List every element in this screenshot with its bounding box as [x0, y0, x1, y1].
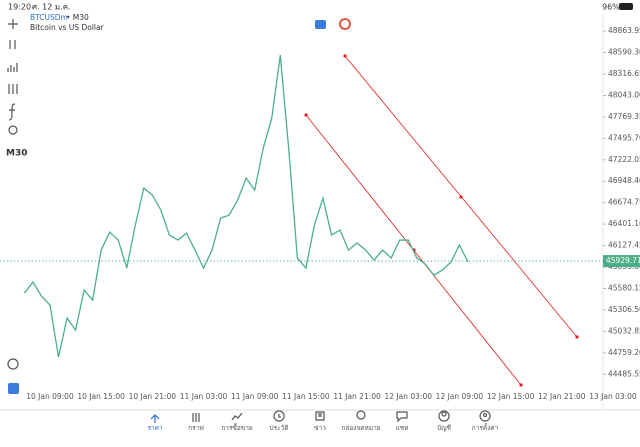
y-tick-label: 46948.40 [608, 176, 640, 185]
tab-icon [273, 410, 285, 422]
left-toolbar [7, 19, 19, 370]
y-tick-label: 44485.55 [608, 369, 640, 378]
trend-handle[interactable] [459, 195, 463, 199]
tab[interactable]: การตั้งค่า [472, 410, 499, 432]
y-tick-label: 48043.00 [608, 90, 640, 99]
x-tick-label: 12 Jan 15:00 [487, 392, 535, 401]
y-tick-label: 48590.30 [608, 48, 640, 57]
alerts-tool[interactable] [7, 358, 19, 370]
x-tick-label: 13 Jan 03:00 [589, 392, 637, 401]
tab[interactable]: กล่องจดหมาย [341, 410, 381, 432]
status-time: 19:20 [8, 3, 31, 12]
tab-icon [438, 410, 450, 422]
tab-icon [192, 413, 200, 422]
tab[interactable]: บัญชี [437, 410, 452, 432]
toolbar-timeframe[interactable]: M30 [6, 149, 27, 159]
tab-icon [231, 412, 243, 421]
price-line [23, 54, 469, 358]
tab-icon [315, 411, 325, 421]
trend-handle[interactable] [304, 113, 308, 117]
trend-lines [304, 54, 579, 387]
tab-bar: ราคา กราฟ การซื้อขาย ประวัติ ข่าว กล่องจดหมาย… [147, 410, 499, 432]
tab-label: ราคา [147, 424, 162, 432]
trend-handle[interactable] [575, 335, 579, 339]
tab-label: บัญชี [437, 424, 452, 432]
y-tick-label: 44759.20 [608, 348, 640, 357]
objects-tool[interactable] [8, 125, 18, 135]
x-tick-label: 12 Jan 21:00 [538, 392, 586, 401]
status-battery: 96% [602, 3, 620, 12]
x-tick-label: 11 Jan 15:00 [282, 392, 330, 401]
y-tick-label: 45032.85 [608, 326, 640, 335]
tab[interactable]: การซื้อขาย [221, 412, 253, 432]
indicator-button[interactable] [339, 18, 351, 30]
tab[interactable]: ราคา [147, 414, 163, 432]
x-tick-label: 11 Jan 09:00 [231, 392, 279, 401]
y-tick-label: 46674.75 [608, 198, 640, 207]
x-tick-label: 11 Jan 03:00 [180, 392, 228, 401]
x-tick-label: 12 Jan 09:00 [436, 392, 484, 401]
bars-tool[interactable] [7, 63, 18, 72]
tab[interactable]: ประวัติ [270, 410, 289, 432]
tab-icon [356, 410, 366, 420]
status-date: ศ. 12 ม.ค. [32, 3, 71, 12]
tab-label: การซื้อขาย [221, 423, 252, 432]
x-tick-label: 10 Jan 09:00 [26, 392, 74, 401]
y-tick-label: 47495.70 [608, 133, 640, 142]
tab-label: กราฟ [188, 424, 204, 432]
symbol-description: Bitcoin vs US Dollar [30, 23, 105, 32]
y-tick-label: 45580.15 [608, 283, 640, 292]
tab[interactable]: ข่าว [314, 411, 326, 432]
tab-label: กล่องจดหมาย [341, 424, 380, 432]
tab-label: แชท [396, 424, 409, 432]
x-tick-label: 12 Jan 03:00 [385, 392, 433, 401]
tab-icon [396, 411, 408, 423]
y-tick-label: 46127.45 [608, 241, 640, 250]
tab-label: ประวัติ [270, 424, 289, 432]
tab-icon [479, 410, 491, 422]
tab-label: ข่าว [314, 424, 326, 432]
indicators-tool[interactable] [8, 84, 18, 94]
x-tick-label: 10 Jan 21:00 [129, 392, 177, 401]
function-tool[interactable] [8, 103, 16, 121]
y-tick-label: 46401.10 [608, 219, 640, 228]
symbol[interactable]: BTCUSDm [30, 13, 68, 22]
chart-type-tool[interactable] [9, 40, 16, 49]
tab-label: การตั้งค่า [472, 423, 499, 432]
battery-icon [619, 3, 633, 10]
tab[interactable]: แชท [396, 411, 409, 432]
trend-handle[interactable] [519, 383, 523, 387]
y-tick-label: 48863.95 [608, 26, 640, 35]
broker-icon[interactable] [8, 383, 19, 394]
one-click-trading[interactable] [315, 20, 326, 29]
x-tick-label: 10 Jan 15:00 [77, 392, 125, 401]
y-tick-label: 47222.05 [608, 155, 640, 164]
y-tick-label: 47769.35 [608, 112, 640, 121]
tab[interactable]: กราฟ [188, 413, 204, 432]
last-price-label: 45929.71 [606, 256, 640, 265]
crosshair-tool[interactable] [8, 19, 18, 29]
tab-icon [150, 414, 160, 423]
header-timeframe: • M30 [66, 13, 89, 22]
trend-handle[interactable] [343, 54, 347, 58]
y-tick-label: 45306.50 [608, 305, 640, 314]
y-tick-label: 48316.65 [608, 69, 640, 78]
last-price-box [603, 255, 640, 268]
x-tick-label: 11 Jan 21:00 [333, 392, 381, 401]
